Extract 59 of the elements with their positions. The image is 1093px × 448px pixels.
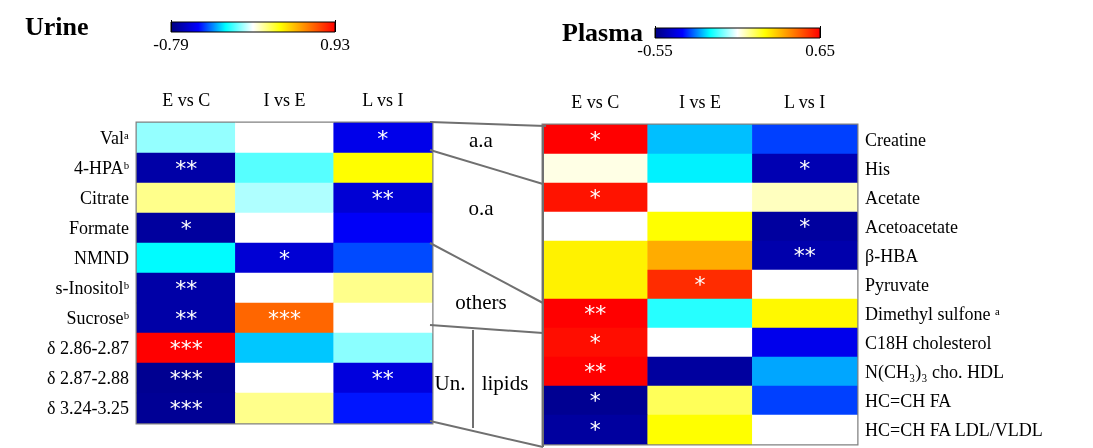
chart-title: Urine xyxy=(25,11,89,41)
y-tick-label: Citrate xyxy=(80,188,130,208)
color-bar-label: 0.93 xyxy=(320,35,350,54)
y-tick-label: Creatine xyxy=(865,129,926,150)
data-label: ** xyxy=(371,185,394,211)
data-label: * xyxy=(589,388,601,413)
x-tick-label: E vs C xyxy=(571,92,620,112)
x-tick-label: I vs E xyxy=(263,90,306,110)
y-tick-label: Sucroseᵇ xyxy=(66,308,130,328)
y-tick-label: C18H cholesterol xyxy=(865,332,992,353)
y-tick-label: Acetate xyxy=(865,187,920,208)
data-label: ** xyxy=(175,155,198,181)
y-tick-label: δ 3.24-3.25 xyxy=(47,398,129,418)
y-tick-label: Formate xyxy=(69,218,129,238)
y-tick-label: β-HBA xyxy=(865,245,919,266)
data-label: *** xyxy=(268,305,301,331)
data-label: * xyxy=(589,417,601,442)
data-label: * xyxy=(589,330,601,355)
data-label: * xyxy=(377,125,389,151)
y-tick-label: 4-HPAᵇ xyxy=(74,158,130,178)
data-label: ** xyxy=(371,365,394,391)
data-label: * xyxy=(279,245,290,271)
text: a.a xyxy=(469,127,493,153)
y-tick-label: HC=CH FA xyxy=(865,390,952,411)
data-label: * xyxy=(799,214,811,239)
data-label: ** xyxy=(175,275,198,301)
y-tick-label: HC=CH FA LDL/VLDL xyxy=(865,419,1043,440)
y-tick-label: δ 2.86-2.87 xyxy=(47,338,129,358)
x-tick-label: L vs I xyxy=(362,90,404,110)
data-label: *** xyxy=(169,335,203,361)
y-tick-label: δ 2.87-2.88 xyxy=(47,368,129,388)
data-label: ** xyxy=(175,305,198,331)
x-tick-label: L vs I xyxy=(784,92,826,112)
y-tick-label: Acetoacetate xyxy=(865,216,958,237)
y-tick-label: Pyruvate xyxy=(865,274,929,295)
data-label: * xyxy=(180,215,192,241)
data-label: * xyxy=(799,156,811,181)
y-tick-label: NMND xyxy=(73,248,129,268)
x-tick-label: E vs C xyxy=(162,90,211,110)
text: lipids xyxy=(481,370,529,396)
data-label: *** xyxy=(169,365,203,391)
data-label: * xyxy=(694,272,706,297)
text: o.a xyxy=(468,195,494,221)
text: Un. xyxy=(434,370,466,396)
data-label: ** xyxy=(793,243,816,268)
y-tick-label: His xyxy=(865,158,891,179)
y-tick-label: Valᵃ xyxy=(100,128,130,148)
y-tick-label: s-Inositolᵇ xyxy=(55,278,130,298)
data-label: * xyxy=(589,185,601,210)
color-bar-label: -0.79 xyxy=(153,35,189,54)
data-label: *** xyxy=(169,395,203,421)
color-bar-label: 0.65 xyxy=(805,41,835,60)
y-tick-label: N(CH₃)₃ cho. HDL xyxy=(865,361,1005,383)
x-tick-label: I vs E xyxy=(679,92,721,112)
y-tick-label: Dimethyl sulfone ᵃ xyxy=(865,303,1000,324)
data-label: ** xyxy=(584,301,607,326)
text: others xyxy=(455,289,507,315)
data-label: ** xyxy=(584,359,607,384)
data-label: * xyxy=(589,127,601,152)
